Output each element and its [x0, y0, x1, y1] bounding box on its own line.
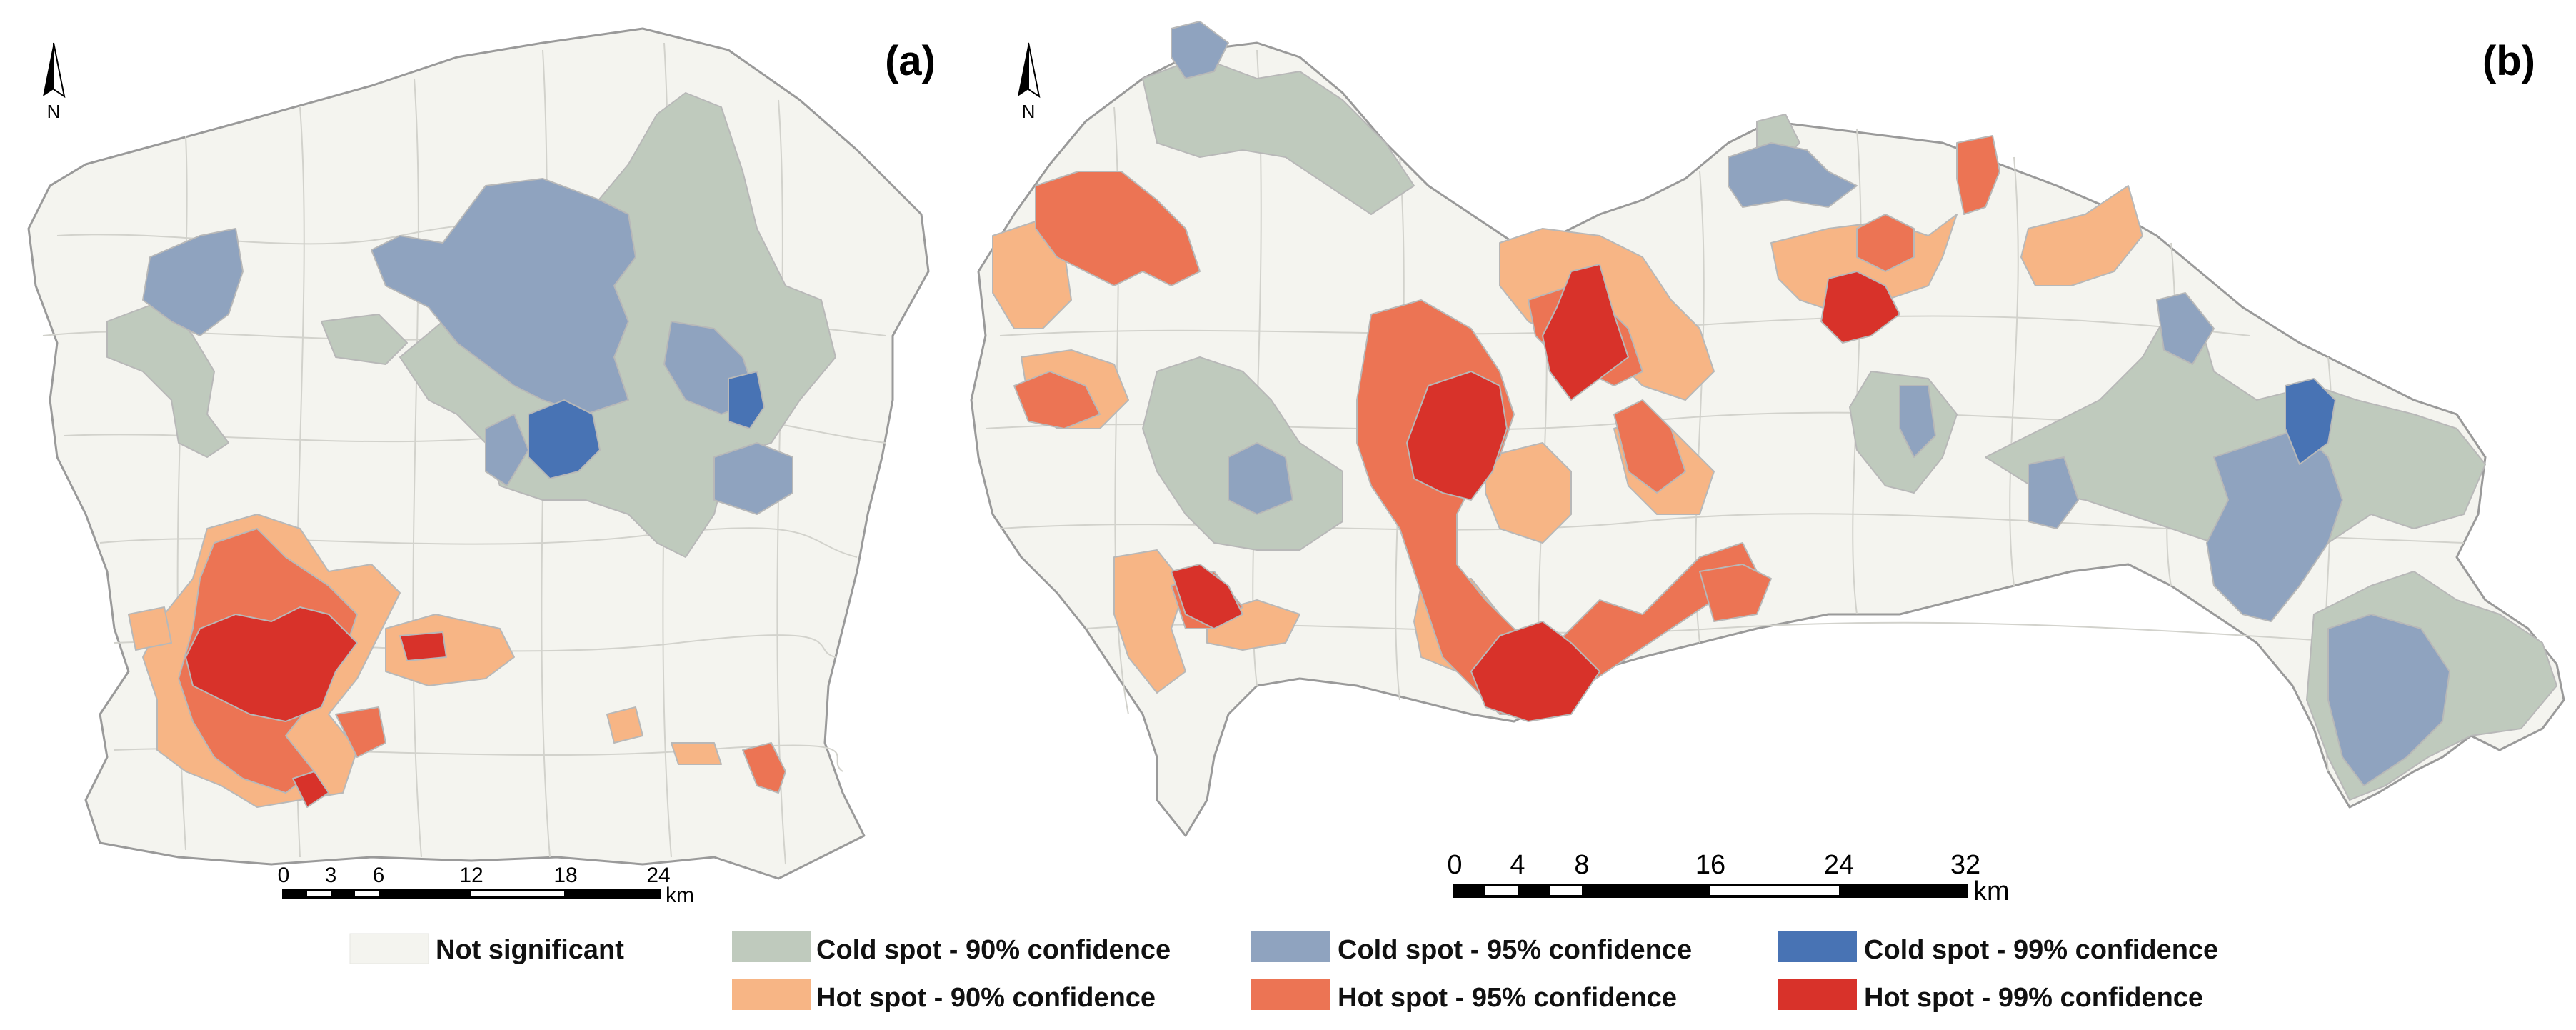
panel-a-hot90-zone-2: [385, 614, 515, 686]
legend-label: Cold spot - 95% confidence: [1338, 935, 1692, 965]
panel-a-cold95-zone-4: [142, 228, 244, 336]
panel-b-cold95-zone-4: [2028, 456, 2079, 529]
legend-item-hot-90: Hot spot - 90% confidence: [732, 979, 1156, 1013]
panel-b-scale-tick: 8: [1574, 850, 1589, 880]
panel-b-scale-tick: 16: [1695, 850, 1725, 880]
panel-a-scale-tick: 6: [373, 864, 385, 887]
panel-b-region-outline: [970, 41, 2565, 837]
panel-b-cold95-zone-1: [1228, 442, 1293, 515]
panel-b-scale-tick: 0: [1447, 850, 1462, 880]
panel-a-hot95-zone-3: [335, 706, 386, 758]
panel-b-cold99-zone-1: [2285, 378, 2336, 465]
panel-a-scale-tick: 12: [459, 864, 483, 887]
panel-b-scale-unit: km: [1973, 876, 2010, 906]
panel-b-hot90-zone-3: [1113, 549, 1186, 694]
panel-b-hot99-zone-3: [1542, 264, 1629, 401]
panel-a-cold90-zone-3: [321, 314, 408, 365]
panel-a-hot99-zone-3: [292, 771, 329, 808]
legend-item-cold-95: Cold spot - 95% confidence: [1251, 931, 1692, 965]
panel-b-hot95-zone-6: [1613, 399, 1686, 494]
panel-b-map: [970, 21, 2565, 837]
legend-swatch: [1778, 979, 1857, 1010]
panel-b-north-letter: N: [1022, 101, 1036, 122]
panel-b-cold95-zone-3: [1899, 385, 1936, 458]
legend-item-not-significant: Not significant: [349, 933, 624, 965]
panel-a-cold95-zone-5: [485, 414, 529, 486]
panel-a-scale-tick: 3: [325, 864, 337, 887]
legend-label: Cold spot - 99% confidence: [1864, 935, 2218, 965]
legend-label: Hot spot - 90% confidence: [816, 983, 1156, 1013]
legend-label: Hot spot - 99% confidence: [1864, 983, 2203, 1013]
legend-item-hot-95: Hot spot - 95% confidence: [1251, 979, 1677, 1013]
panel-a-scale-tick: 18: [553, 864, 577, 887]
panel-b-north-arrow: N: [1018, 42, 1041, 122]
panel-b-cold95-zone-7: [2156, 292, 2215, 365]
panel-b-cold95-zone-2: [1728, 142, 1858, 208]
panel-a-hot95-zone-2: [742, 742, 786, 794]
panel-a-hot90-zone-5: [128, 606, 172, 651]
legend-swatch: [1251, 979, 1330, 1010]
panel-b-hot95-zone-9: [1956, 135, 2000, 215]
panel-b-hot99-zone-4: [1470, 621, 1600, 722]
panel-b-cold95-zone-6: [2327, 614, 2450, 786]
panel-a-cold95-zone-3: [713, 442, 793, 515]
panel-a-scale-bar: 0 3 6 12 18 24 km: [278, 864, 694, 907]
panel-a-label: (a): [885, 38, 936, 84]
panel-b-label: (b): [2482, 38, 2535, 84]
legend-label: Not significant: [436, 935, 624, 965]
panel-a-scale-tick: 24: [646, 864, 670, 887]
panel-b-hot90-zone-7: [1485, 442, 1572, 544]
panel-b-scale-tick: 32: [1950, 850, 1980, 880]
legend-swatch: [349, 933, 429, 964]
legend-label: Cold spot - 90% confidence: [816, 935, 1171, 965]
panel-b-hot95-zone-1: [1035, 171, 1201, 286]
legend-label: Hot spot - 95% confidence: [1338, 983, 1677, 1013]
panel-a-hot90-zone-3: [606, 706, 643, 744]
legend-item-hot-99: Hot spot - 99% confidence: [1778, 979, 2203, 1013]
panel-b-hot99-zone-5: [1820, 271, 1900, 344]
panel-b-hot90-zone-10: [2020, 185, 2143, 286]
panel-b-scale-bar: 0 4 8 16 24 32 km: [1447, 850, 2009, 906]
legend-swatch: [1778, 931, 1857, 962]
panel-b-hot95-zone-2: [1013, 371, 1101, 429]
panel-b-hot99-zone-2: [1406, 371, 1508, 501]
panel-b-hot95-zone-7: [1699, 564, 1772, 622]
panel-a-cold99-zone-1: [528, 399, 601, 479]
panel-b-hot95-zone-8: [1856, 214, 1915, 272]
legend-swatch: [732, 979, 811, 1010]
panel-a-north-arrow: N: [43, 42, 66, 122]
panel-b-cold95-zone-8: [1171, 21, 1229, 79]
panel-b-hot99-zone-1: [1171, 564, 1243, 629]
panel-a-scale-tick: 0: [278, 864, 290, 887]
panel-b-cold90-zone-1: [1142, 56, 1415, 215]
legend-item-cold-99: Cold spot - 99% confidence: [1778, 931, 2218, 965]
panel-b-scale-tick: 24: [1824, 850, 1854, 880]
panel-a-map: N (a) 0 3 6 12 18 24 km: [27, 27, 936, 907]
panel-b-scale-tick: 4: [1510, 850, 1525, 880]
panel-a-scale-unit: km: [666, 884, 694, 907]
legend: Not significant Cold spot - 90% confiden…: [349, 931, 2218, 1013]
panel-a-cold99-zone-2: [728, 371, 765, 429]
panel-a-north-letter: N: [47, 101, 61, 122]
legend-item-cold-90: Cold spot - 90% confidence: [732, 931, 1171, 965]
legend-swatch: [1251, 931, 1330, 962]
panel-a-hot90-zone-4: [671, 742, 722, 765]
panel-a-hot99-zone-1: [185, 606, 358, 722]
panel-a-hot99-zone-2: [399, 631, 447, 661]
legend-swatch: [732, 931, 811, 962]
